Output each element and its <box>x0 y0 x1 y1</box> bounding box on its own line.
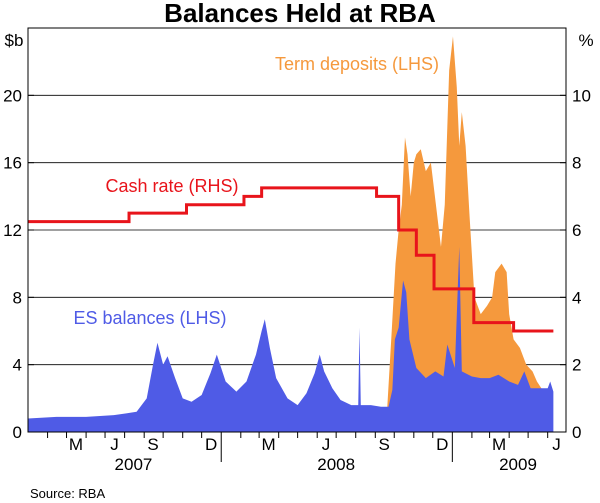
month-label: M <box>69 435 83 454</box>
left-tick-label: 12 <box>3 221 22 240</box>
left-tick-label: 0 <box>13 423 22 442</box>
year-label: 2009 <box>499 455 537 474</box>
left-tick-label: 4 <box>13 356 22 375</box>
month-label: J <box>110 435 119 454</box>
month-label: S <box>378 435 389 454</box>
month-label: J <box>552 435 561 454</box>
right-tick-label: 6 <box>572 221 581 240</box>
term-deposits-area <box>387 36 542 433</box>
right-axis-unit: % <box>578 31 593 50</box>
chart-title: Balances Held at RBA <box>164 0 436 28</box>
month-label: J <box>322 435 331 454</box>
right-tick-label: 0 <box>572 423 581 442</box>
year-label: 2008 <box>317 455 355 474</box>
month-label: M <box>261 435 275 454</box>
cash-rate-label: Cash rate (RHS) <box>105 176 238 196</box>
right-tick-label: 8 <box>572 154 581 173</box>
left-tick-label: 20 <box>3 86 22 105</box>
month-label: D <box>205 435 217 454</box>
month-label: D <box>436 435 448 454</box>
right-tick-label: 10 <box>572 86 591 105</box>
line-series <box>28 186 554 333</box>
left-tick-label: 8 <box>13 288 22 307</box>
right-tick-label: 2 <box>572 356 581 375</box>
month-label: S <box>147 435 158 454</box>
month-label: M <box>492 435 506 454</box>
es-balances-label: ES balances (LHS) <box>73 308 226 328</box>
right-tick-label: 4 <box>572 288 581 307</box>
source-note: Source: RBA <box>30 486 105 501</box>
area-series <box>28 36 554 433</box>
left-tick-label: 16 <box>3 154 22 173</box>
cash-rate-line <box>28 186 554 333</box>
es-balances-area <box>28 246 554 432</box>
year-label: 2007 <box>115 455 153 474</box>
term-deposits-label: Term deposits (LHS) <box>275 54 439 74</box>
left-axis-unit: $b <box>5 31 24 50</box>
